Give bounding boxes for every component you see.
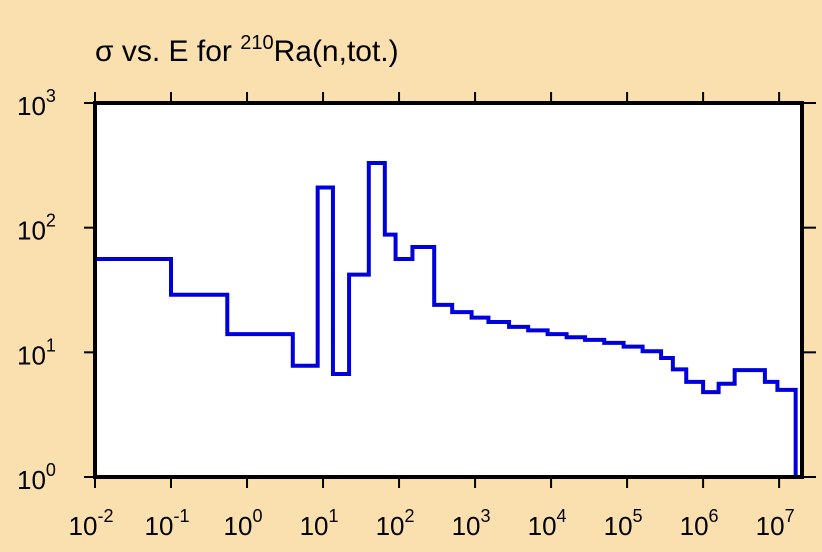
x-tick-label-exponent: 7 <box>785 506 795 526</box>
y-tick-label-1: 101 <box>17 335 56 370</box>
x-tick-label-exponent: 2 <box>405 506 415 526</box>
x-tick-label-exponent: 3 <box>481 506 491 526</box>
x-tick-label-base: 10 <box>224 511 253 541</box>
chart-title: σ vs. E for 210Ra(n,tot.) <box>95 32 399 68</box>
x-tick-label-base: 10 <box>452 511 481 541</box>
x-tick-label-6: 104 <box>528 506 567 541</box>
x-tick-label-3: 101 <box>300 506 339 541</box>
x-tick-label-exponent: 6 <box>709 506 719 526</box>
y-tick-label-exponent: 1 <box>46 335 56 355</box>
y-tick-label-base: 10 <box>17 216 46 246</box>
x-tick-label-base: 10 <box>376 511 405 541</box>
x-tick-label-exponent: 0 <box>252 506 262 526</box>
x-tick-label-base: 10 <box>680 511 709 541</box>
x-tick-label-8: 106 <box>680 506 719 541</box>
y-tick-label-base: 10 <box>17 340 46 370</box>
x-tick-label-7: 105 <box>604 506 643 541</box>
x-tick-label-5: 103 <box>452 506 491 541</box>
x-tick-label-base: 10 <box>69 511 98 541</box>
x-tick-label-2: 100 <box>224 506 263 541</box>
x-tick-label-4: 102 <box>376 506 415 541</box>
chart-title-superscript: 210 <box>240 32 273 54</box>
y-tick-label-exponent: 3 <box>46 86 56 106</box>
x-tick-label-9: 107 <box>756 506 795 541</box>
x-tick-label-exponent: 4 <box>557 506 567 526</box>
x-tick-label-base: 10 <box>528 511 557 541</box>
x-axis-tick-labels: 10-2 10-1 100 101 102 103 104 105 106 107 <box>69 506 795 541</box>
x-tick-label-exponent: 5 <box>633 506 643 526</box>
y-tick-label-0: 100 <box>17 460 56 495</box>
x-tick-label-exponent: -2 <box>97 506 113 526</box>
y-tick-label-base: 10 <box>17 91 46 121</box>
x-tick-label-exponent: 1 <box>328 506 338 526</box>
plot-frame <box>93 101 804 479</box>
y-tick-label-3: 103 <box>17 86 56 121</box>
plot-area <box>95 103 802 477</box>
chart-title-prefix: σ vs. E for <box>95 35 240 68</box>
x-tick-label-base: 10 <box>300 511 329 541</box>
y-tick-label-base: 10 <box>17 465 46 495</box>
x-tick-label-base: 10 <box>145 511 174 541</box>
y-tick-label-exponent: 2 <box>46 211 56 231</box>
series-line <box>93 161 798 477</box>
x-tick-label-0: 10-2 <box>69 506 114 541</box>
y-tick-label-exponent: 0 <box>46 460 56 480</box>
x-tick-label-1: 10-1 <box>145 506 190 541</box>
x-tick-label-exponent: -1 <box>173 506 189 526</box>
x-tick-label-base: 10 <box>604 511 633 541</box>
x-tick-label-base: 10 <box>756 511 785 541</box>
y-tick-label-2: 102 <box>17 211 56 246</box>
chart-title-suffix: Ra(n,tot.) <box>274 35 399 68</box>
